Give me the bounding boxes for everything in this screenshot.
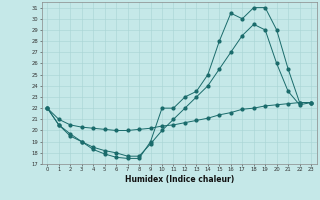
X-axis label: Humidex (Indice chaleur): Humidex (Indice chaleur) — [124, 175, 234, 184]
